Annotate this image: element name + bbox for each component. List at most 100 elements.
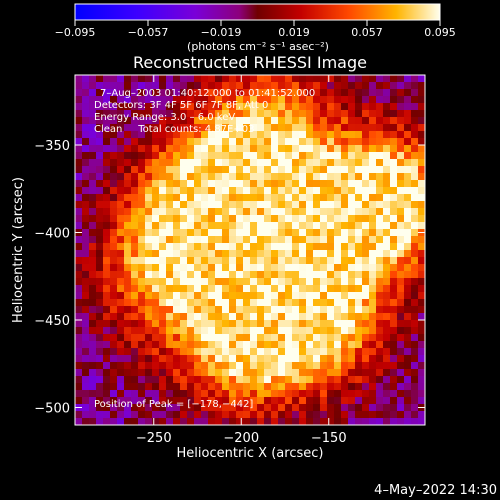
heatmap-pixel — [103, 327, 111, 335]
heatmap-pixel — [369, 82, 377, 90]
heatmap-pixel — [166, 299, 174, 307]
heatmap-pixel — [117, 82, 125, 90]
heatmap-pixel — [96, 313, 104, 321]
heatmap-pixel — [355, 145, 363, 153]
heatmap-pixel — [173, 222, 181, 230]
heatmap-pixel — [390, 369, 398, 377]
heatmap-pixel — [201, 243, 209, 251]
heatmap-pixel — [117, 271, 125, 279]
heatmap-pixel — [110, 194, 118, 202]
heatmap-pixel — [285, 257, 293, 265]
heatmap-pixel — [229, 397, 237, 405]
heatmap-pixel — [327, 404, 335, 412]
heatmap-pixel — [257, 299, 265, 307]
heatmap-pixel — [306, 215, 314, 223]
heatmap-pixel — [222, 194, 230, 202]
heatmap-pixel — [222, 327, 230, 335]
heatmap-pixel — [397, 369, 405, 377]
heatmap-pixel — [404, 229, 412, 237]
heatmap-pixel — [194, 327, 202, 335]
heatmap-pixel — [355, 327, 363, 335]
heatmap-pixel — [124, 418, 132, 426]
heatmap-pixel — [236, 103, 244, 111]
heatmap-pixel — [243, 236, 251, 244]
heatmap-pixel — [110, 243, 118, 251]
heatmap-pixel — [334, 341, 342, 349]
heatmap-pixel — [397, 264, 405, 272]
heatmap-pixel — [229, 194, 237, 202]
heatmap-pixel — [320, 404, 328, 412]
heatmap-pixel — [229, 341, 237, 349]
heatmap-pixel — [250, 96, 258, 104]
heatmap-pixel — [313, 264, 321, 272]
heatmap-pixel — [411, 173, 419, 181]
heatmap-pixel — [376, 229, 384, 237]
heatmap-pixel — [271, 166, 279, 174]
heatmap-pixel — [89, 383, 97, 391]
heatmap-pixel — [194, 376, 202, 384]
heatmap-pixel — [411, 383, 419, 391]
heatmap-pixel — [243, 320, 251, 328]
heatmap-pixel — [215, 159, 223, 167]
heatmap-pixel — [376, 327, 384, 335]
heatmap-pixel — [285, 376, 293, 384]
heatmap-pixel — [89, 75, 97, 83]
heatmap-pixel — [180, 103, 188, 111]
heatmap-pixel — [201, 404, 209, 412]
heatmap-pixel — [110, 166, 118, 174]
heatmap-pixel — [334, 110, 342, 118]
heatmap-pixel — [208, 327, 216, 335]
heatmap-pixel — [390, 285, 398, 293]
heatmap-pixel — [264, 320, 272, 328]
heatmap-pixel — [278, 397, 286, 405]
heatmap-pixel — [229, 166, 237, 174]
heatmap-pixel — [369, 397, 377, 405]
heatmap-pixel — [348, 124, 356, 132]
heatmap-pixel — [257, 201, 265, 209]
heatmap-pixel — [215, 124, 223, 132]
heatmap-pixel — [229, 103, 237, 111]
heatmap-pixel — [124, 236, 132, 244]
heatmap-pixel — [257, 271, 265, 279]
heatmap-pixel — [124, 327, 132, 335]
heatmap-pixel — [341, 411, 349, 419]
heatmap-pixel — [264, 96, 272, 104]
heatmap-pixel — [348, 110, 356, 118]
heatmap-pixel — [89, 404, 97, 412]
heatmap-pixel — [250, 334, 258, 342]
heatmap-pixel — [166, 292, 174, 300]
heatmap-pixel — [418, 250, 426, 258]
heatmap-pixel — [264, 173, 272, 181]
heatmap-pixel — [138, 264, 146, 272]
heatmap-pixel — [166, 327, 174, 335]
heatmap-pixel — [250, 355, 258, 363]
heatmap-pixel — [166, 306, 174, 314]
heatmap-pixel — [327, 138, 335, 146]
heatmap-pixel — [110, 173, 118, 181]
heatmap-pixel — [229, 285, 237, 293]
colorbar: −0.095 −0.057 −0.019 0.019 0.057 0.095 (photo… — [55, 3, 456, 53]
heatmap-pixel — [341, 117, 349, 125]
heatmap-pixel — [369, 257, 377, 265]
heatmap-pixel — [96, 110, 104, 118]
heatmap-pixel — [222, 390, 230, 398]
heatmap-pixel — [348, 89, 356, 97]
heatmap-pixel — [362, 348, 370, 356]
heatmap-pixel — [194, 194, 202, 202]
heatmap-pixel — [250, 208, 258, 216]
heatmap-pixel — [89, 292, 97, 300]
heatmap-pixel — [341, 236, 349, 244]
heatmap-pixel — [264, 110, 272, 118]
heatmap-pixel — [334, 313, 342, 321]
heatmap-pixel — [222, 173, 230, 181]
heatmap-pixel — [411, 313, 419, 321]
heatmap-pixel — [124, 250, 132, 258]
heatmap-pixel — [404, 250, 412, 258]
heatmap-pixel — [411, 397, 419, 405]
heatmap-pixel — [201, 376, 209, 384]
heatmap-pixel — [418, 327, 426, 335]
heatmap-pixel — [103, 229, 111, 237]
heatmap-pixel — [208, 369, 216, 377]
heatmap-pixel — [320, 229, 328, 237]
heatmap-pixel — [383, 341, 391, 349]
